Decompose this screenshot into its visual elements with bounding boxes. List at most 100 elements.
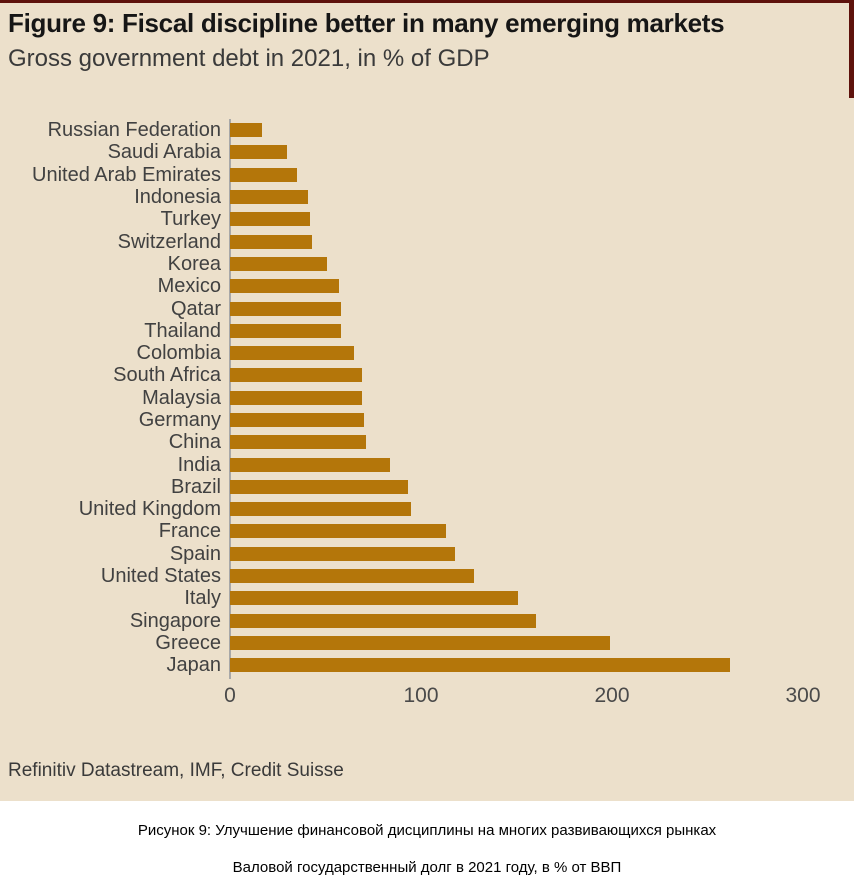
bar-track: [230, 569, 803, 584]
chart-row: Malaysia: [0, 387, 854, 409]
x-tick-label: 100: [403, 684, 439, 707]
bar: [230, 479, 408, 494]
bar: [230, 635, 611, 650]
bar-chart: Russian Federation Saudi Arabia United Ara…: [0, 119, 854, 676]
chart-row: Thailand: [0, 320, 854, 342]
chart-row: Brazil: [0, 476, 854, 498]
bar-track: [230, 435, 803, 450]
bar: [230, 301, 341, 316]
country-label: Japan: [166, 654, 222, 677]
country-label: South Africa: [113, 364, 221, 387]
bar: [230, 190, 309, 205]
country-label: Singapore: [129, 609, 221, 632]
caption-line-1: Рисунок 9: Улучшение финансовой дисципли…: [137, 822, 717, 839]
bar-track: [230, 479, 803, 494]
bar-track: [230, 635, 803, 650]
x-tick-label: 0: [224, 684, 236, 707]
bar: [230, 323, 341, 338]
bar: [230, 212, 311, 227]
chart-row: Indonesia: [0, 186, 854, 208]
country-label: Italy: [184, 587, 221, 610]
chart-row: Saudi Arabia: [0, 141, 854, 163]
source-note: Refinitiv Datastream, IMF, Credit Suisse: [8, 760, 344, 781]
country-label: Malaysia: [142, 386, 221, 409]
country-label: Colombia: [136, 342, 221, 365]
chart-row: Russian Federation: [0, 119, 854, 141]
country-label: United States: [100, 565, 221, 588]
bar: [230, 279, 339, 294]
country-label: Brazil: [170, 475, 221, 498]
country-label: France: [158, 520, 221, 543]
bar: [230, 524, 446, 539]
right-accent-rule: [849, 0, 854, 98]
bar: [230, 413, 364, 427]
country-label: China: [168, 431, 221, 454]
bar-track: [230, 390, 803, 405]
chart-row: Japan: [0, 654, 854, 676]
country-label: United Kingdom: [78, 498, 221, 521]
country-label: Switzerland: [117, 230, 221, 253]
bar-track: [230, 591, 803, 606]
chart-row: China: [0, 431, 854, 453]
bar-track: [230, 123, 803, 138]
country-label: Indonesia: [134, 186, 221, 209]
top-accent-rule: [0, 0, 854, 3]
country-label: Greece: [155, 631, 221, 654]
caption-line-2: Валовой государственный долг в 2021 году…: [232, 859, 622, 876]
chart-row: United Arab Emirates: [0, 164, 854, 186]
bar-track: [230, 457, 803, 472]
bar-track: [230, 346, 803, 361]
country-label: Germany: [138, 409, 221, 431]
bar-track: [230, 613, 803, 628]
bar: [230, 613, 536, 628]
x-tick-label: 200: [594, 684, 630, 707]
chart-row: Korea: [0, 253, 854, 275]
chart-row: Singapore: [0, 610, 854, 632]
chart-row: Mexico: [0, 275, 854, 297]
chart-row: South Africa: [0, 364, 854, 386]
figure-panel: Figure 9: Fiscal discipline better in ma…: [0, 0, 854, 801]
x-tick-label: 300: [785, 684, 821, 707]
bar-track: [230, 167, 803, 182]
bar: [230, 658, 731, 673]
country-label: Turkey: [160, 208, 221, 231]
bar: [230, 435, 366, 450]
bar: [230, 569, 475, 584]
chart-row: Qatar: [0, 297, 854, 320]
chart-row: Italy: [0, 587, 854, 609]
x-axis: 0 100 200 300: [224, 684, 820, 712]
chart-row: France: [0, 520, 854, 542]
caption-footer: Рисунок 9: Улучшение финансовой дисципли…: [0, 801, 854, 886]
bar-track: [230, 368, 803, 383]
bar: [230, 368, 362, 383]
bar-track: [230, 234, 803, 249]
country-label: India: [177, 453, 221, 476]
bar-track: [230, 190, 803, 205]
bar: [230, 234, 313, 249]
bar-track: [230, 502, 803, 517]
bar-track: [230, 546, 803, 561]
bar: [230, 546, 456, 561]
chart-row: Spain: [0, 543, 854, 565]
country-label: Spain: [169, 542, 221, 565]
bar: [230, 346, 355, 361]
bar-track: [230, 279, 803, 294]
country-label: Korea: [167, 252, 221, 275]
bar-track: [230, 413, 803, 427]
bar-track: [230, 658, 803, 673]
bar: [230, 591, 519, 606]
bar: [230, 502, 412, 517]
bar-track: [230, 212, 803, 227]
country-label: United Arab Emirates: [32, 163, 221, 186]
bar: [230, 457, 391, 472]
bar-track: [230, 256, 803, 271]
country-label: Thailand: [144, 319, 221, 342]
country-label: Mexico: [157, 275, 221, 298]
bar: [230, 167, 297, 182]
bar: [230, 145, 288, 160]
country-label: Russian Federation: [47, 119, 221, 142]
figure-title: Figure 9: Fiscal discipline better in ma…: [8, 8, 725, 38]
chart-row: Switzerland: [0, 230, 854, 253]
bar: [230, 123, 263, 138]
chart-row: United Kingdom: [0, 498, 854, 520]
